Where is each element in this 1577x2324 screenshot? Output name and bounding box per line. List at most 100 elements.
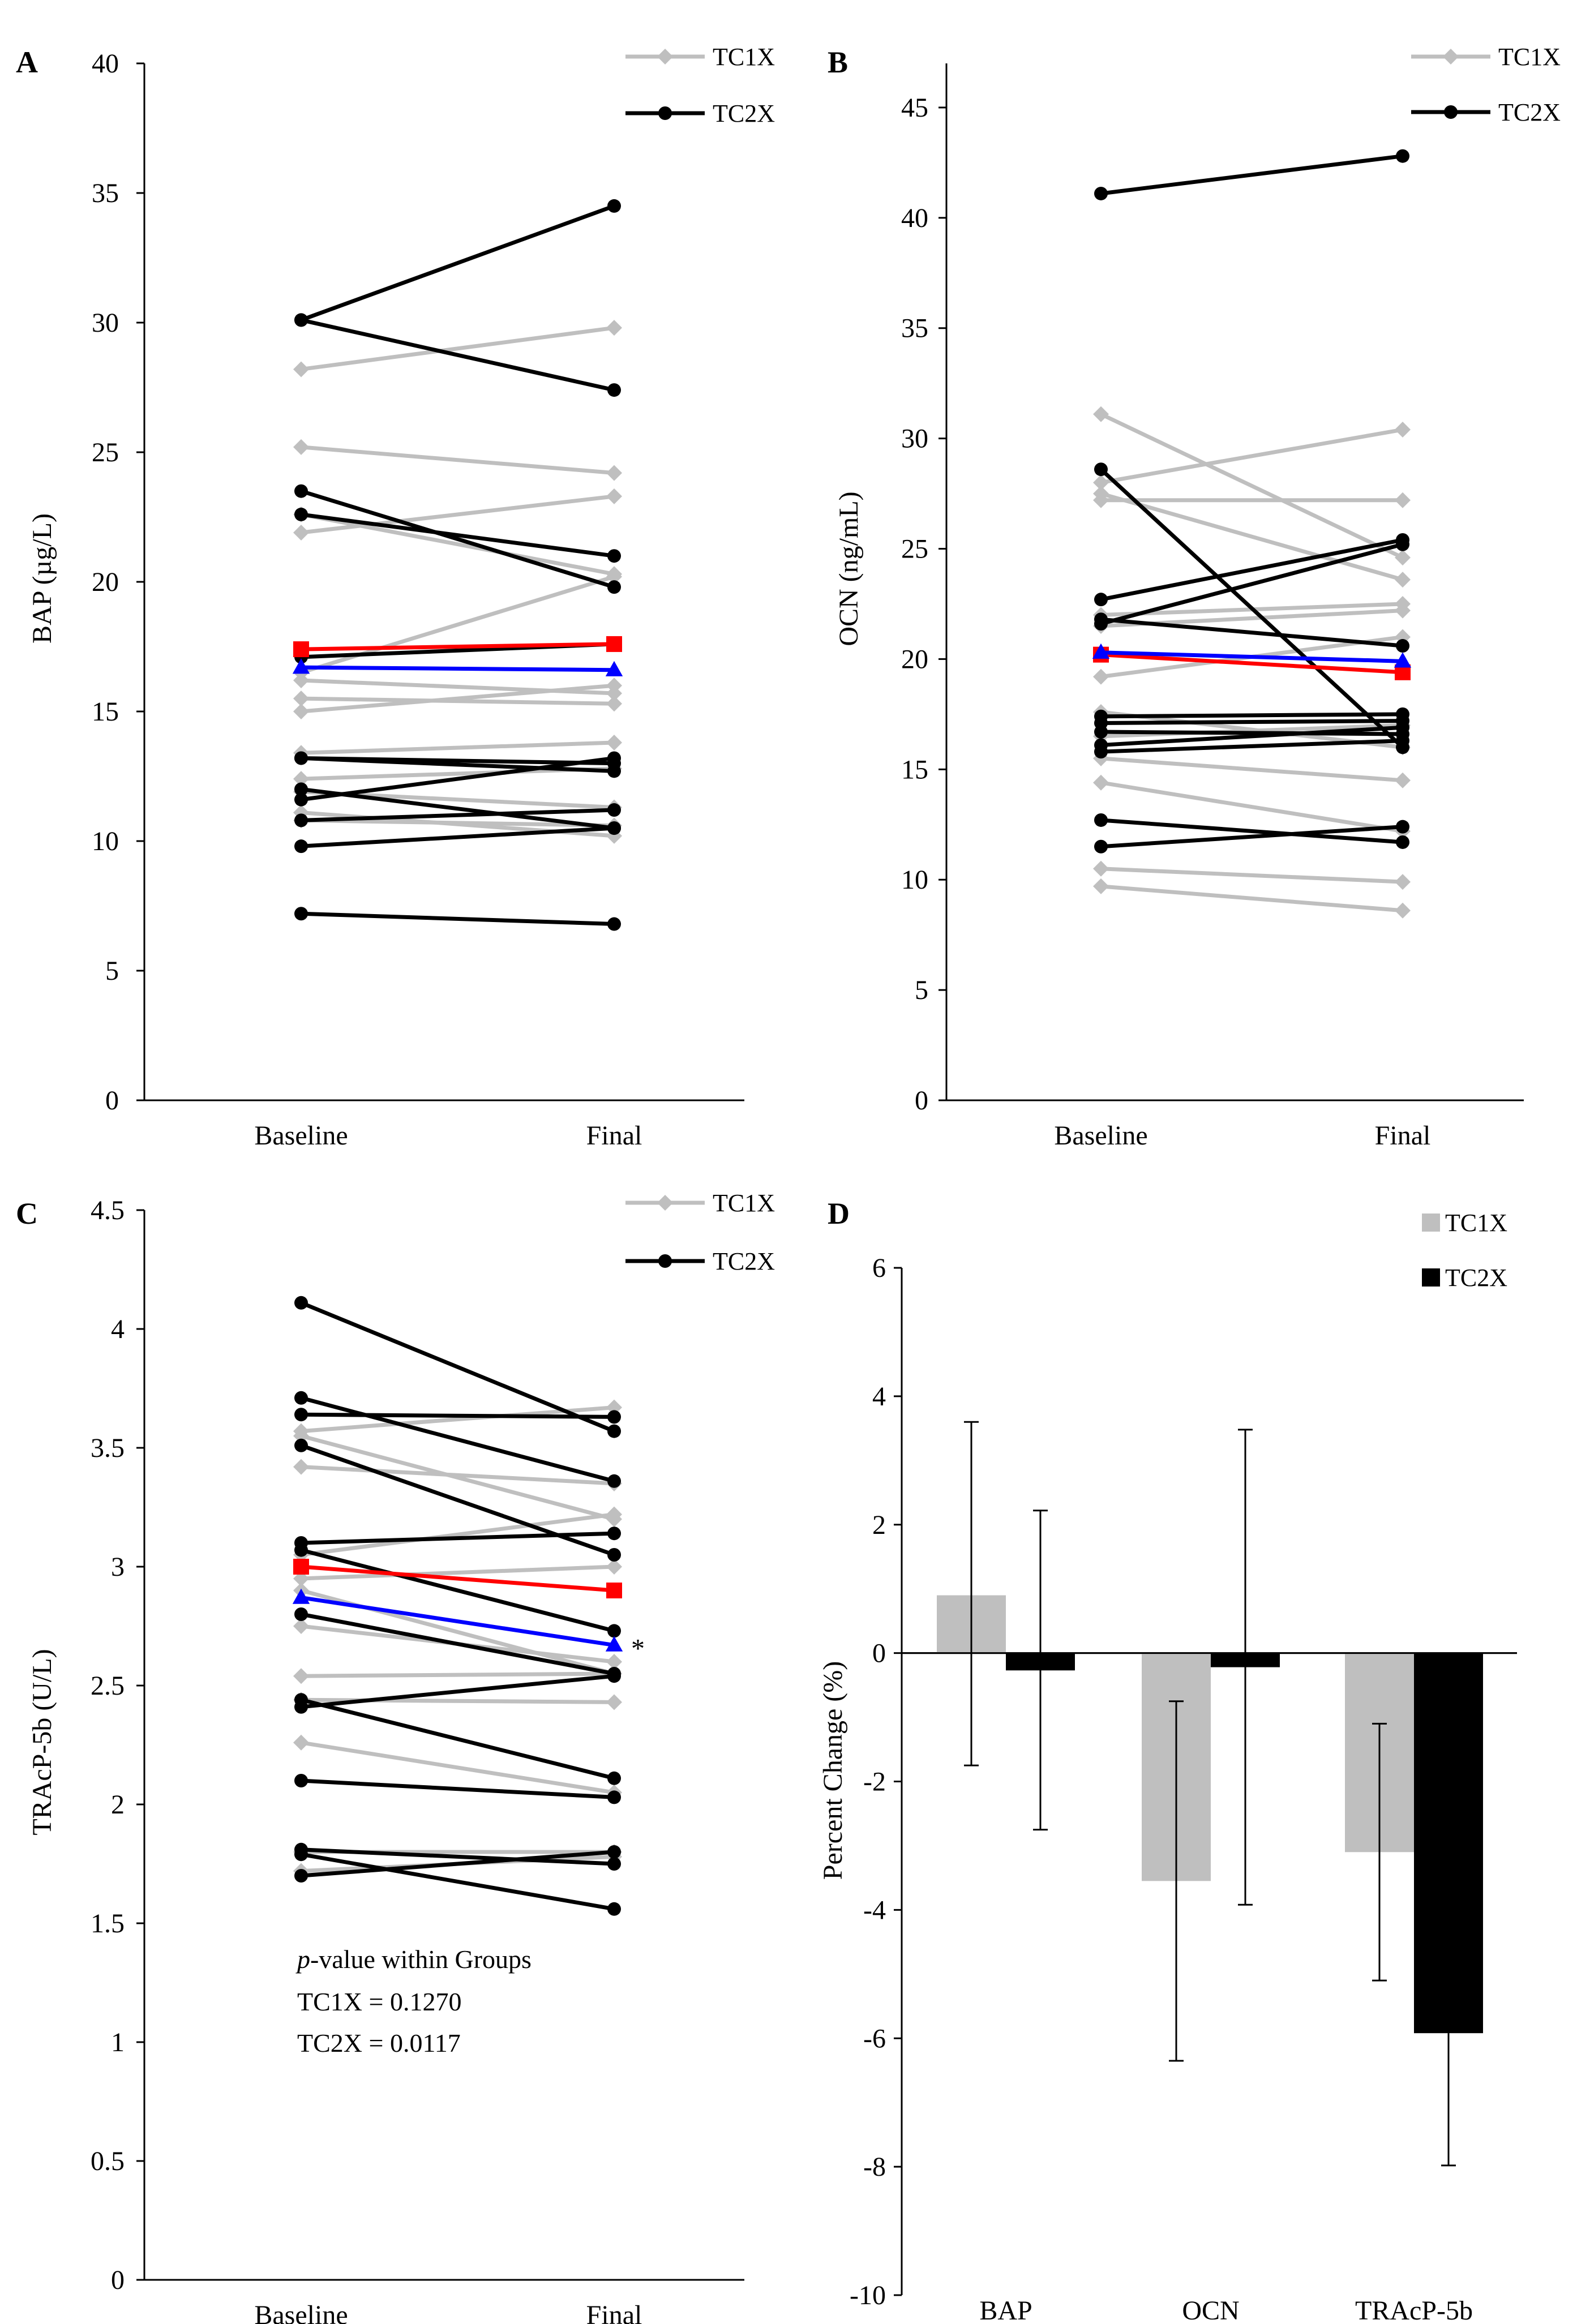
- y-tick-label: -10: [850, 2280, 886, 2310]
- tc2x-subject-line: [300, 489, 615, 589]
- y-ticks-a: 0 5 10 15 20 25 30 35 40: [92, 49, 144, 1116]
- x-tick-label-final: Final: [586, 2300, 642, 2324]
- tc2x-subject-line: [1100, 730, 1403, 736]
- y-tick-label: 5: [915, 975, 928, 1005]
- x-tick-label-baseline: Baseline: [254, 1121, 348, 1151]
- tc1x-point: [1395, 772, 1411, 788]
- legend-c: TC1X TC2X: [625, 1189, 775, 1275]
- tc1x-point: [293, 361, 309, 378]
- tc2x-point: [294, 813, 308, 827]
- y-tick-label: 45: [901, 93, 928, 123]
- legend-tc2x-swatch: [1422, 1268, 1440, 1287]
- legend-tc1x-label: TC1X: [713, 1189, 775, 1217]
- y-tick-label: 15: [92, 697, 119, 727]
- y-tick-label: 5: [105, 956, 119, 986]
- significance-marker: *: [631, 1634, 645, 1664]
- tc2x-mean-point: [293, 641, 309, 658]
- tc2x-subject-line: [301, 1531, 615, 1545]
- legend-tc2x-marker: [658, 106, 672, 120]
- tc2x-mean-line: [1100, 653, 1403, 675]
- tc1x-subject-line: [1100, 884, 1403, 913]
- tc1x-subject-line: [301, 1512, 615, 1557]
- tc2x-subject-line: [300, 1301, 615, 1433]
- tc1x-point: [1093, 486, 1109, 502]
- tc1x-point: [293, 691, 309, 707]
- tc1x-point: [1395, 492, 1411, 508]
- tc2x-point: [294, 313, 308, 327]
- tc2x-point: [294, 1774, 308, 1787]
- plot-area-a: [292, 199, 623, 931]
- tc1x-mean-line: [1100, 650, 1403, 663]
- y-tick-label: 0: [111, 2265, 125, 2295]
- tc2x-subject-line: [301, 1612, 615, 1676]
- tc1x-point: [1395, 874, 1411, 890]
- tc2x-subject-line: [300, 204, 615, 322]
- panel-label-a: A: [16, 45, 38, 79]
- tc1x-subject-line: [301, 325, 615, 371]
- tc1x-mean-point: [292, 1588, 310, 1604]
- axes-c: [143, 1210, 744, 2281]
- tc1x-point: [606, 1399, 622, 1416]
- y-tick-label: 4: [872, 1382, 886, 1412]
- tc1x-subject-line: [301, 1740, 615, 1795]
- tc1x-point: [1395, 902, 1411, 919]
- tc2x-point: [294, 1847, 308, 1862]
- tc2x-point: [607, 1669, 621, 1683]
- legend-a: TC1X TC2X: [625, 43, 775, 127]
- y-tick-label: 1: [111, 2027, 125, 2057]
- legend-tc2x-marker: [658, 1254, 672, 1268]
- tc2x-subject-line: [1100, 825, 1403, 849]
- legend-tc1x-swatch: [1422, 1214, 1440, 1232]
- tc2x-subject-line: [1099, 468, 1404, 749]
- legend-tc1x-label: TC1X: [1445, 1209, 1507, 1237]
- tc1x-point: [293, 1734, 309, 1751]
- tc2x-subject-line: [1100, 617, 1403, 648]
- tc1x-point: [1395, 572, 1411, 588]
- x-tick-label-final: Final: [586, 1121, 642, 1151]
- tc2x-point: [607, 1474, 621, 1488]
- tc2x-point: [1094, 839, 1108, 854]
- tc1x-point: [1093, 668, 1109, 685]
- y-tick-label: 20: [92, 567, 119, 597]
- legend-tc2x-marker: [1444, 105, 1458, 119]
- tc2x-point: [1396, 537, 1409, 551]
- tc1x-point: [293, 672, 309, 689]
- tc1x-point: [606, 1506, 622, 1523]
- legend-tc1x-marker: [1443, 49, 1459, 65]
- y-tick-label: 10: [92, 826, 119, 856]
- tc2x-subject-line: [1100, 154, 1403, 196]
- tc2x-subject-line: [301, 1412, 615, 1419]
- y-tick-label: 25: [92, 438, 119, 468]
- tc2x-point: [294, 1869, 308, 1883]
- p-value-italic-p: p: [295, 1945, 310, 1974]
- y-tick-label: 1.5: [91, 1909, 125, 1939]
- panel-label-b: B: [828, 45, 848, 79]
- legend-tc2x-label: TC2X: [1498, 98, 1561, 126]
- tc1x-subject-line: [1100, 427, 1403, 485]
- tc2x-point: [294, 1700, 308, 1714]
- tc1x-subject-line: [1100, 867, 1403, 884]
- panel-label-d: D: [828, 1197, 850, 1230]
- y-ticks-b: 0 5 10 15 20 25 30 35 40 45: [901, 93, 946, 1116]
- y-tick-label: -2: [863, 1767, 886, 1797]
- panel-c-tracp5b: C TRAcP-5b (U/L) 0 0.5 1 1.5 2 2.5 3 3.5 4 4.5 Ba…: [16, 1189, 775, 2324]
- tc2x-bar-tracp-5b: [1414, 1653, 1483, 2034]
- y-tick-label: -6: [863, 2023, 886, 2053]
- tc2x-subject-line: [301, 756, 615, 802]
- tc1x-point: [293, 1428, 309, 1444]
- tc1x-mean-point: [1394, 652, 1412, 668]
- tc2x-subject-line: [301, 1778, 615, 1799]
- tc1x-point: [606, 696, 622, 712]
- tc1x-subject-line: [301, 740, 615, 755]
- tc2x-point: [607, 199, 621, 213]
- tc2x-point: [607, 751, 621, 765]
- tc2x-subject-line: [301, 318, 615, 392]
- tc2x-point: [294, 1408, 308, 1422]
- panel-a-bap: A BAP (µg/L) 0 5 10 15 20 25 30 35 40 Baseline Fi…: [16, 43, 775, 1151]
- panel-d-percent-change: D Percent Change (%) -10 -8 -6 -4 -2 0 2 4 6 BAP…: [818, 1197, 1517, 2324]
- tc2x-subject-line: [301, 808, 615, 822]
- tc2x-point: [1396, 734, 1409, 748]
- tc1x-point: [293, 1459, 309, 1475]
- x-tick-label-baseline: Baseline: [1054, 1121, 1147, 1151]
- tc1x-subject-line: [301, 678, 615, 696]
